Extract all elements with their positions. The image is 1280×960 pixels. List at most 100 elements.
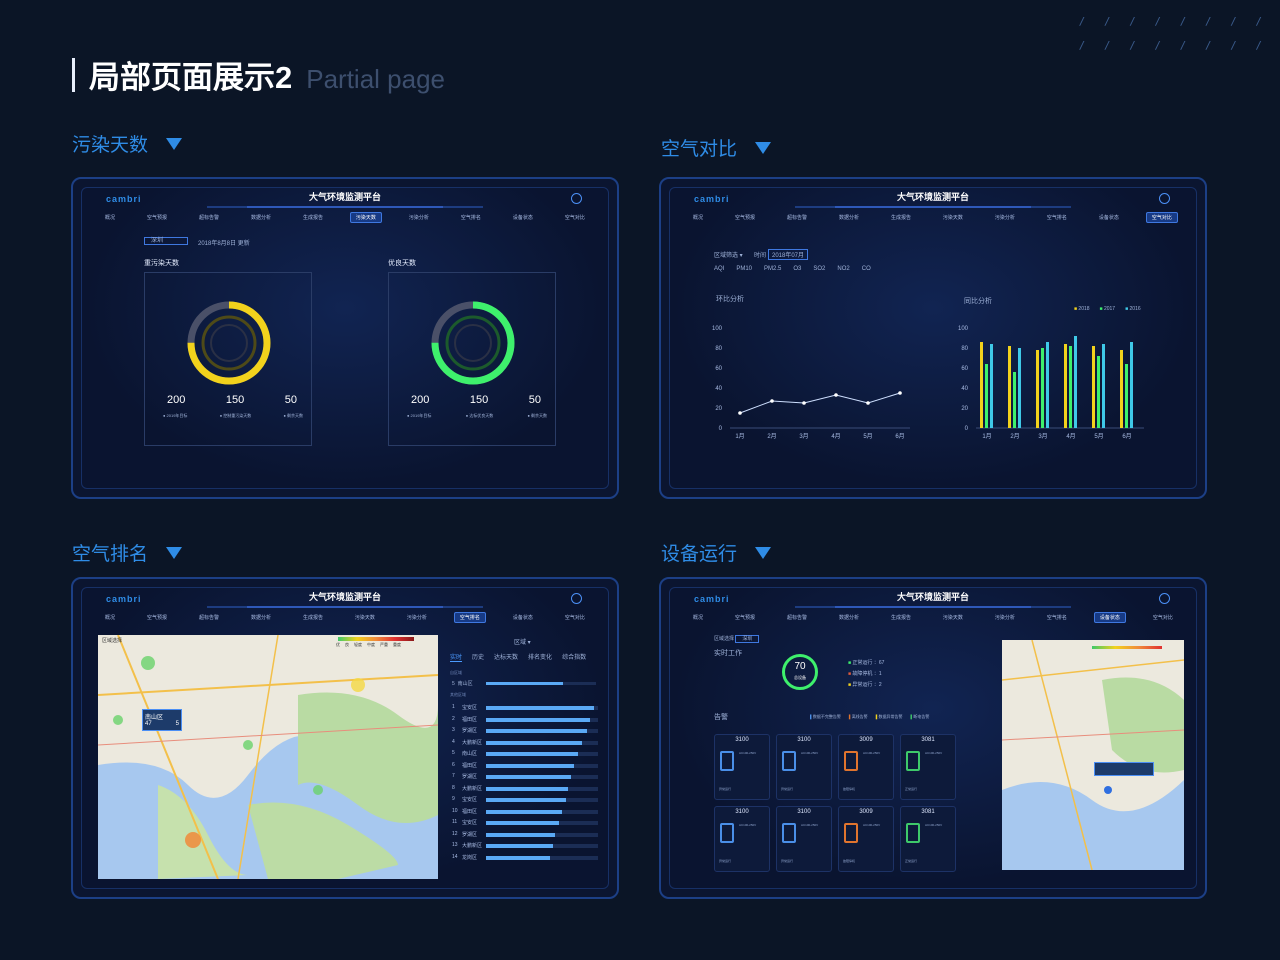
- tab-3[interactable]: 数据分析: [250, 614, 271, 621]
- rank-bar: [486, 763, 575, 768]
- pollutant-tab-6[interactable]: CO: [861, 266, 871, 272]
- alarm-type-marker: ▌: [910, 714, 914, 719]
- bar-2016: [1130, 342, 1133, 428]
- ranking-tab-4[interactable]: 综合指数: [562, 655, 587, 661]
- panel-device-status: cambri 大气环境监测平台 概况 空气预报 超标告警 数据分析 生成报告 污染天数 污染…: [659, 577, 1207, 899]
- ranking-row: 8 大鹏新区: [450, 783, 600, 795]
- region-dropdown[interactable]: 区域 ▾: [514, 640, 531, 646]
- pollutant-tab-3[interactable]: O3: [793, 266, 802, 272]
- device-card[interactable]: 3100 AC100-250V 异常运行: [714, 806, 770, 872]
- region-select[interactable]: 区域选择 深圳: [714, 635, 760, 643]
- device-card[interactable]: 3100 AC100-250V 异常运行: [714, 734, 770, 800]
- tab-4[interactable]: 生成报告: [302, 214, 323, 221]
- ranking-tab-3[interactable]: 排名变化: [528, 655, 553, 661]
- user-avatar-icon[interactable]: [1159, 593, 1170, 604]
- tab-1[interactable]: 空气预报: [146, 214, 167, 221]
- tab-0[interactable]: 概况: [693, 614, 704, 621]
- line-point: [898, 391, 902, 395]
- tab-5[interactable]: 污染天数: [942, 614, 963, 621]
- tab-7[interactable]: 空气排名: [453, 611, 486, 623]
- ranking-tab-1[interactable]: 历史: [472, 655, 485, 661]
- tab-1[interactable]: 空气预报: [734, 614, 755, 621]
- donut-chart-good: [431, 301, 515, 385]
- pollutant-tab-5[interactable]: NO2: [837, 266, 850, 272]
- tab-8[interactable]: 设备状态: [1098, 214, 1119, 221]
- pollutant-tab-4[interactable]: SO2: [813, 266, 826, 272]
- tab-4[interactable]: 生成报告: [890, 214, 911, 221]
- tab-3[interactable]: 数据分析: [838, 214, 859, 221]
- tab-7[interactable]: 空气排名: [460, 214, 481, 221]
- tab-6[interactable]: 污染分析: [406, 614, 427, 621]
- scale-label-0: 优: [336, 642, 340, 647]
- pollutant-tab-1[interactable]: PM10: [736, 266, 753, 272]
- tab-5[interactable]: 污染天数: [354, 614, 375, 621]
- tab-2[interactable]: 超标告警: [198, 614, 219, 621]
- tab-3[interactable]: 数据分析: [838, 614, 859, 621]
- tab-8[interactable]: 设备状态: [1093, 611, 1126, 623]
- device-card[interactable]: 3081 AC100-250V 正常运行: [900, 734, 956, 800]
- map-popup: 南山区 47 5: [142, 709, 182, 731]
- tab-3[interactable]: 数据分析: [250, 214, 271, 221]
- pollutant-tab-0[interactable]: AQI: [714, 266, 725, 272]
- tab-9[interactable]: 空气对比: [1145, 211, 1178, 223]
- tab-6[interactable]: 污染分析: [408, 214, 429, 221]
- map-view[interactable]: 南山区 47 5 优良轻度 中度 严重 重度: [98, 635, 438, 879]
- pollutant-tab-2[interactable]: PM2.5: [764, 266, 782, 272]
- tab-0[interactable]: 概况: [105, 614, 116, 621]
- tab-7[interactable]: 空气排名: [1046, 614, 1067, 621]
- tab-0[interactable]: 概况: [105, 214, 116, 221]
- device-card[interactable]: 3081 AC100-250V 正常运行: [900, 806, 956, 872]
- device-card[interactable]: 3009 AC100-250V 故障停机: [838, 734, 894, 800]
- device-card[interactable]: 3009 AC100-250V 故障停机: [838, 806, 894, 872]
- tab-1[interactable]: 空气预报: [734, 214, 755, 221]
- device-card[interactable]: 3100 AC100-250V 异常运行: [776, 806, 832, 872]
- line-point: [866, 401, 870, 405]
- device-state: 故障停机: [843, 787, 856, 791]
- user-avatar-icon[interactable]: [571, 193, 582, 204]
- device-state: 正常运行: [905, 787, 918, 791]
- tab-2[interactable]: 超标告警: [198, 214, 219, 221]
- region-filter[interactable]: 区域筛选 ▾: [714, 253, 743, 259]
- ranking-row: 12 罗湖区: [450, 829, 600, 841]
- tab-8[interactable]: 设备状态: [512, 614, 533, 621]
- tab-2[interactable]: 超标告警: [786, 614, 807, 621]
- tab-7[interactable]: 空气排名: [1046, 214, 1067, 221]
- rank-bar: [486, 844, 554, 848]
- platform-title: 大气环境监测平台: [795, 588, 1071, 608]
- bar-2017: [1125, 364, 1128, 428]
- rank-track: [486, 821, 598, 825]
- time-filter[interactable]: 2018年07月: [768, 249, 809, 260]
- tab-4[interactable]: 生成报告: [302, 614, 323, 621]
- bar-2017: [1013, 372, 1016, 428]
- rank-bar: [486, 786, 568, 791]
- tab-4[interactable]: 生成报告: [890, 614, 911, 621]
- tab-0[interactable]: 概况: [693, 214, 704, 221]
- rank-bar: [486, 729, 587, 733]
- tab-1[interactable]: 空气预报: [146, 614, 167, 621]
- line-point: [770, 399, 774, 403]
- status-value: 2: [878, 682, 882, 688]
- device-id: 3009: [859, 809, 873, 815]
- user-avatar-icon[interactable]: [571, 593, 582, 604]
- tab-9[interactable]: 空气对比: [1152, 614, 1173, 621]
- tab-8[interactable]: 设备状态: [512, 214, 533, 221]
- rank-name: 宝安区: [462, 705, 478, 711]
- ranking-tab-2[interactable]: 达标天数: [494, 655, 519, 661]
- tab-9[interactable]: 空气对比: [564, 614, 585, 621]
- tab-2[interactable]: 超标告警: [786, 214, 807, 221]
- panel-pollution-days: cambri 大气环境监测平台 概况 空气预报 超标告警 数据分析 生成报告 污染天数 污染…: [71, 177, 619, 499]
- tab-5[interactable]: 污染天数: [349, 211, 382, 223]
- device-map-view[interactable]: [1002, 640, 1184, 870]
- tab-9[interactable]: 空气对比: [564, 214, 585, 221]
- bar-2017: [1097, 356, 1100, 428]
- nav-tabs: 概况 空气预报 超标告警 数据分析 生成报告 污染天数 污染分析 空气排名 设备状态 空气对比: [82, 210, 608, 224]
- city-select[interactable]: 深圳: [144, 237, 188, 245]
- alarm-type: ▌断电告警: [911, 714, 930, 720]
- tab-6[interactable]: 污染分析: [994, 614, 1015, 621]
- device-card[interactable]: 3100 AC100-250V 异常运行: [776, 734, 832, 800]
- ranking-tab-0[interactable]: 实时: [450, 652, 463, 662]
- user-avatar-icon[interactable]: [1159, 193, 1170, 204]
- tab-6[interactable]: 污染分析: [994, 214, 1015, 221]
- aqi-scale-labels: 优良轻度 中度 严重 重度: [336, 642, 401, 648]
- tab-5[interactable]: 污染天数: [942, 214, 963, 221]
